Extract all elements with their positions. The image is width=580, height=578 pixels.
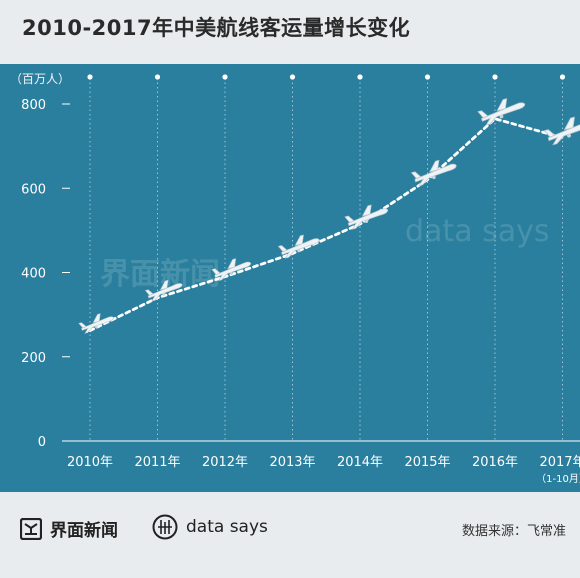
airplane-body [78,313,114,334]
airplane-engine [229,271,233,276]
airplane-icon-6 [477,98,526,126]
airplane-icon-1 [144,279,183,302]
data-source: 数据来源：飞常准 [461,524,566,539]
airplane-body [477,98,526,126]
brand-logo: 界面新闻 [20,516,118,541]
airplane-body [277,234,320,259]
airplane-engine [364,219,369,223]
airplane-engine [432,175,436,180]
grid-top-dot-5 [424,74,431,80]
airplane-icon-0 [78,313,114,334]
chart-title: 2010-2017年中美航线客运量增长变化 [22,16,411,40]
x-tick-label-0: 2010年 [67,455,113,470]
y-axis-unit: （百万人） [10,72,71,86]
brand-name: 界面新闻 [50,521,118,541]
grid-top-dot-7 [559,74,566,80]
data-says-icon [152,514,178,540]
footer: 界面新闻 data says 数据来源：飞常准 [0,492,580,578]
airplane-icon-4 [344,204,389,230]
airplane-icon-7 [543,116,580,146]
data-says-logo: data says [152,514,268,540]
series-line [88,117,564,333]
airplane-body [543,116,580,146]
grid-top-dot-2 [222,74,228,80]
airplane-engine [297,248,301,253]
grid-top-dot-0 [87,74,93,80]
airplane-engine [499,114,504,119]
line-chart: 0 200 400 600 800 2010年 2011年 2012年 2013年 2014年 20… [21,74,580,485]
grid-top-dot-1 [154,74,161,80]
grid-top-dot-6 [492,74,498,80]
airplane-body [144,279,183,302]
y-tick-label-0: 0 [38,435,46,450]
x-tick-label-5: 2015年 [404,455,450,470]
grid-top-dot-4 [357,74,363,80]
airplane-icon-2 [211,258,251,282]
x-tick-label-2: 2012年 [202,455,248,470]
airplane-body [211,258,251,282]
y-tick-label-600: 600 [21,182,46,197]
x-tick-label-4: 2014年 [337,455,383,470]
x-tick-label-3: 2013年 [269,455,315,470]
x-tick-label-7: 2017年 [539,455,580,470]
grid-top-dot-3 [289,74,296,80]
airplane-icon-5 [410,159,457,187]
airplane-icon-3 [277,234,320,259]
data-says-label: data says [186,517,268,537]
y-tick-label-400: 400 [21,267,46,282]
y-tick-label-800: 800 [21,98,46,113]
x-tick-label-1: 2011年 [134,455,180,470]
jiemian-logo-icon [20,517,42,540]
airplane-engine [94,325,98,329]
airplane-engine [162,292,166,296]
x-tick-note-7: （1-10月） [536,473,580,485]
chart-panel: 0 200 400 600 800 2010年 2011年 2012年 2013年 2014年 20… [0,64,580,492]
airplane-engine [567,133,571,138]
airplane-body [410,159,457,187]
y-tick-label-200: 200 [21,351,46,366]
airplane-body [344,204,389,230]
x-tick-label-6: 2016年 [472,455,518,470]
